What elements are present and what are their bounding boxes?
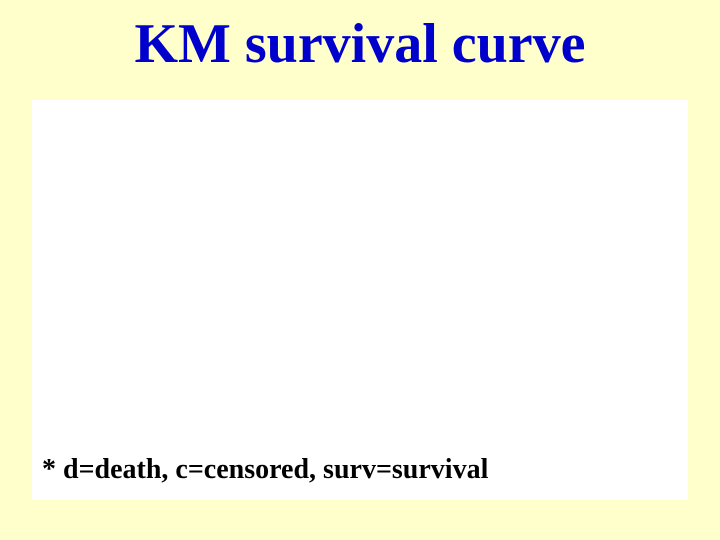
footnote-text: * d=death, c=censored, surv=survival: [42, 454, 488, 486]
slide: KM survival curve * d=death, c=censored,…: [0, 0, 720, 540]
slide-title: KM survival curve: [0, 12, 720, 76]
content-area: * d=death, c=censored, surv=survival: [32, 100, 688, 500]
